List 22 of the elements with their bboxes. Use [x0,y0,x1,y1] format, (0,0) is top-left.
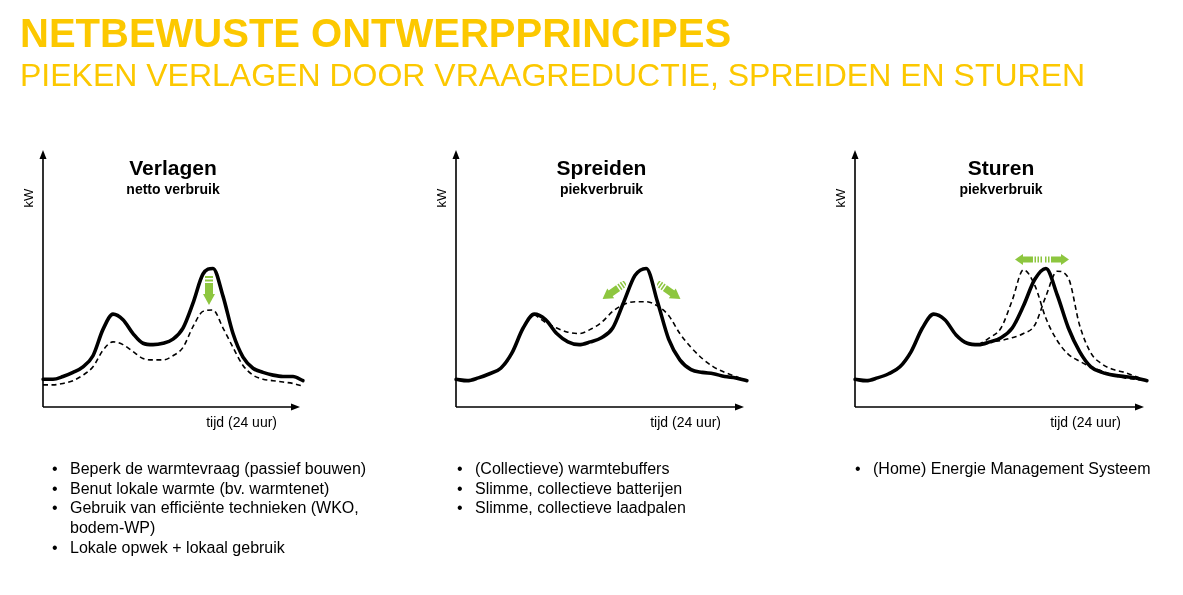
chart-subtitle: piekverbruik [559,181,644,198]
text: • Lokale opwek + lokaal gebruik [52,537,286,558]
text: • Slimme, collectieve laadpalen [457,498,687,519]
chart-title: Sturen [967,156,1035,180]
x-axis-title: tijd (24 uur) [206,413,277,430]
chart-title: Verlagen [129,156,217,180]
text: • Gebruik van efficiënte technieken (WKO, bodem-WP) [52,498,360,538]
y-axis-title: kW [433,187,449,208]
text: • (Home) Energie Management Systeem [855,459,1152,479]
text: PIEKEN VERLAGEN DOOR VRAAGREDUCTIE, SPREIDEN EN STUREN [20,57,1086,93]
chart-subtitle: piekverbruik [959,181,1043,198]
chart-title: Spreiden [556,156,647,180]
y-axis-title: kW [20,187,36,208]
chart-subtitle: netto verbruik [126,181,220,198]
x-axis-title: tijd (24 uur) [1050,413,1121,430]
text: • Benut lokale warmte (bv. warmtenet) [52,478,331,499]
text: • Slimme, collectieve batterijen [457,478,684,499]
y-axis-title: kW [832,187,848,208]
x-axis-title: tijd (24 uur) [650,413,721,430]
text: • Beperk de warmtevraag (passief bouwen) [52,459,368,479]
text: NETBEWUSTE ONTWERPPRINCIPES [20,11,733,55]
text: • (Collectieve) warmtebuffers [457,459,671,479]
